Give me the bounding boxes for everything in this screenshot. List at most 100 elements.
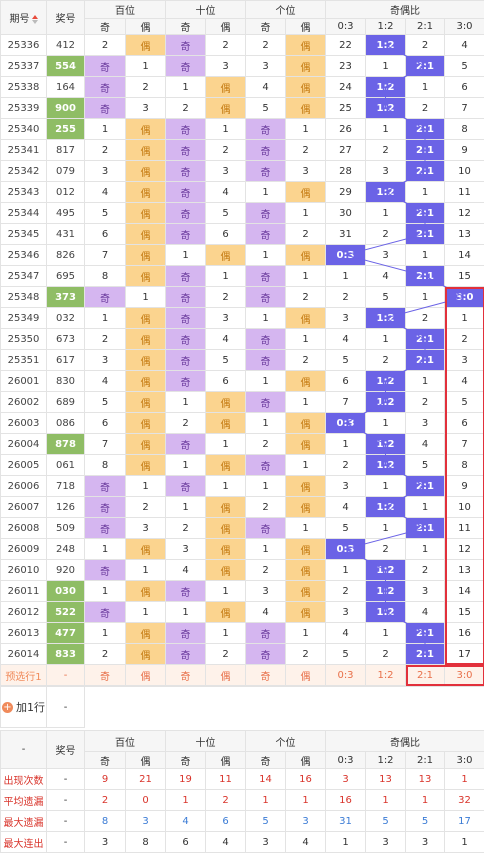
hundred-ji-cell: 7 (84, 244, 126, 266)
ten-ji-cell: 奇 (165, 286, 206, 308)
ten-ou-cell: 5 (205, 202, 246, 224)
ratio-cell-1-2: 1 (365, 118, 406, 140)
ratio-cell-1-2: 1:2 (365, 496, 406, 518)
ratio-cell-1-2: 1 (365, 517, 406, 539)
issue-cell: 26006 (0, 475, 47, 497)
hundred-ou-cell: 偶 (125, 307, 166, 329)
ten-ou-cell: 6 (205, 370, 246, 392)
hundred-ou-cell: 偶 (125, 202, 166, 224)
stats-value: 3 (285, 810, 326, 832)
preselect-ratio-2-1[interactable]: 2:1 (405, 664, 445, 686)
ratio-cell-1-2: 1:2 (365, 307, 406, 329)
ratio-cell-2-1: 2:1 (405, 139, 445, 161)
stats-row: 平均遗漏 -2 0 1 2 1 1 16 1 1 32 (0, 789, 484, 811)
number-cell: 718 (46, 475, 85, 497)
stats-value: 32 (444, 789, 484, 811)
unit-ou-cell: 偶 (285, 55, 326, 77)
stats-value: 16 (325, 789, 366, 811)
issue-cell: 26002 (0, 391, 47, 413)
ratio-cell-0-3: 4 (325, 622, 366, 644)
unit-ou-cell: 偶 (285, 538, 326, 560)
ten-ji-cell: 奇 (165, 370, 206, 392)
stats-value: 1 (444, 831, 484, 853)
unit-ou-cell: 1 (285, 454, 326, 476)
hundred-ji-cell: 奇 (84, 286, 126, 308)
preselect-ratio-0-3[interactable]: 0:3 (325, 664, 366, 686)
ratio-cell-2-1: 3 (405, 580, 445, 602)
table-row: 26006 718 奇 1 奇 1 1 偶 3 1 2:1 9 (0, 475, 484, 497)
number-cell: 032 (46, 307, 85, 329)
ratio-cell-1-2: 1:2 (365, 34, 406, 56)
unit-ou-cell: 2 (285, 349, 326, 371)
ratio-cell-0-3: 6 (325, 370, 366, 392)
preselect-unit-ji[interactable]: 奇 (245, 664, 286, 686)
ratio-3-0-header: 3:0 (444, 18, 484, 35)
add-row-button[interactable]: + 加1行 (0, 686, 47, 728)
hundred-ou-cell: 偶 (125, 622, 166, 644)
hundred-ou-cell: 偶 (125, 34, 166, 56)
ten-ji-cell: 奇 (165, 307, 206, 329)
table-row: 25345 431 6 偶奇 6 奇 2 31 2 2:1 13 (0, 223, 484, 245)
stats-unit-ji: 奇 (245, 751, 286, 769)
ratio-cell-2-1: 1 (405, 370, 445, 392)
hundred-ou-cell: 2 (125, 496, 166, 518)
hundred-ou-cell: 1 (125, 475, 166, 497)
ten-ji-cell: 奇 (165, 181, 206, 203)
stats-ratio-2-1: 2:1 (405, 751, 445, 769)
stats-dash: - (46, 810, 85, 832)
preselect-ten-ji[interactable]: 奇 (165, 664, 206, 686)
number-cell: 878 (46, 433, 85, 455)
ten-ji-cell: 1 (165, 496, 206, 518)
preselect-row[interactable]: 预选行1 - 奇 偶 奇 偶 奇 偶 0:3 1:2 2:1 3:0 (0, 664, 484, 686)
preselect-hundred-ji[interactable]: 奇 (84, 664, 126, 686)
unit-ji-cell: 奇 (245, 328, 286, 350)
issue-header[interactable]: 期号 (0, 0, 47, 35)
sort-icon[interactable] (31, 14, 38, 24)
hundred-ou-cell: 偶 (125, 643, 166, 665)
unit-ji-cell: 奇 (245, 349, 286, 371)
ratio-cell-3-0: 12 (444, 538, 484, 560)
preselect-unit-ou[interactable]: 偶 (285, 664, 326, 686)
table-row: 25344 495 5 偶奇 5 奇 1 30 1 2:1 12 (0, 202, 484, 224)
stats-value: 8 (125, 831, 166, 853)
ratio-cell-1-2: 2 (365, 349, 406, 371)
hundred-ji-cell: 3 (84, 349, 126, 371)
ratio-cell-3-0: 6 (444, 412, 484, 434)
ratio-cell-1-2: 1:2 (365, 181, 406, 203)
unit-ji-cell: 奇 (245, 118, 286, 140)
ten-ou-cell: 偶 (205, 517, 246, 539)
hundred-ji-header: 奇 (84, 18, 126, 35)
hundred-ou-cell: 偶 (125, 538, 166, 560)
unit-ji-cell: 奇 (245, 139, 286, 161)
stats-value: 21 (125, 768, 166, 790)
ten-ji-cell: 奇 (165, 433, 206, 455)
unit-ou-cell: 偶 (285, 370, 326, 392)
number-cell: 826 (46, 244, 85, 266)
ratio-cell-3-0: 5 (444, 391, 484, 413)
ratio-cell-3-0: 9 (444, 139, 484, 161)
hundred-ou-cell: 偶 (125, 391, 166, 413)
ratio-cell-1-2: 1 (365, 412, 406, 434)
stats-value: 14 (245, 768, 286, 790)
ten-ou-cell: 偶 (205, 97, 246, 119)
issue-cell: 25346 (0, 244, 47, 266)
preselect-ratio-1-2[interactable]: 1:2 (365, 664, 406, 686)
hundred-ou-cell: 偶 (125, 433, 166, 455)
hundred-ou-cell: 偶 (125, 181, 166, 203)
stats-value: 0 (125, 789, 166, 811)
preselect-ten-ou[interactable]: 偶 (205, 664, 246, 686)
preselect-label: 预选行1 (0, 664, 47, 686)
hundred-ou-cell: 偶 (125, 244, 166, 266)
table-row: 26008 509 奇 3 2 偶奇 1 5 1 2:1 11 (0, 517, 484, 539)
ratio-cell-0-3: 3 (325, 307, 366, 329)
ten-ou-cell: 6 (205, 223, 246, 245)
stats-label: 出现次数 (0, 768, 47, 790)
issue-cell: 25336 (0, 34, 47, 56)
hundred-ji-cell: 2 (84, 643, 126, 665)
preselect-hundred-ou[interactable]: 偶 (125, 664, 166, 686)
ratio-cell-0-3: 1 (325, 265, 366, 287)
table-row: 25343 012 4 偶奇 4 1 偶 29 1:2 1 11 (0, 181, 484, 203)
preselect-ratio-3-0[interactable]: 3:0 (444, 664, 484, 686)
ratio-cell-2-1: 2:1 (405, 118, 445, 140)
ten-ji-cell: 奇 (165, 118, 206, 140)
